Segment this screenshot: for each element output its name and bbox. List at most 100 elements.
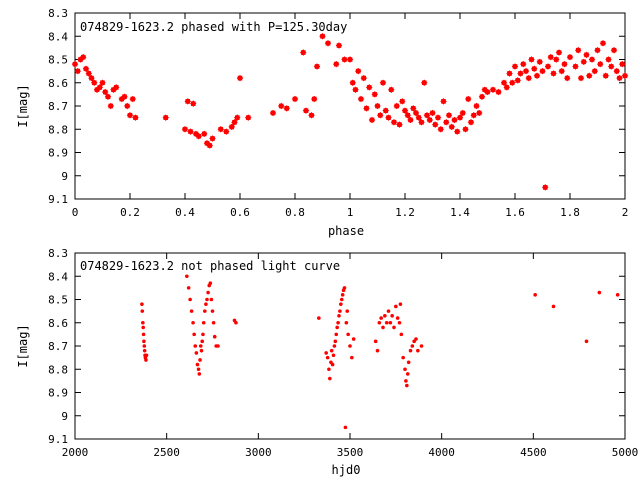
data-point	[342, 286, 347, 290]
data-point	[615, 293, 620, 297]
data-point	[511, 63, 519, 70]
data-point	[429, 109, 436, 117]
data-point	[426, 116, 434, 124]
data-point	[558, 67, 566, 75]
x-tick-label: 4500	[520, 446, 547, 459]
data-point	[211, 320, 216, 325]
data-point	[189, 309, 194, 313]
data-point	[360, 74, 368, 82]
y-tick-label: 8.3	[48, 7, 68, 20]
data-point	[204, 302, 208, 306]
data-point	[140, 302, 144, 306]
data-point	[132, 114, 139, 121]
data-point	[555, 49, 563, 56]
data-point	[563, 74, 571, 82]
y-tick-label: 9.1	[48, 193, 68, 206]
data-point	[71, 60, 79, 68]
data-point	[462, 125, 469, 133]
data-point	[605, 56, 612, 63]
data-point	[325, 355, 330, 360]
x-tick-label: 1.4	[450, 206, 470, 219]
data-point	[533, 72, 541, 80]
data-point	[233, 114, 241, 121]
data-point	[217, 125, 225, 133]
data-point	[142, 344, 147, 348]
data-point	[299, 49, 307, 56]
x-tick-label: 1	[347, 206, 354, 219]
data-point	[141, 325, 145, 330]
data-point	[440, 98, 447, 105]
data-point	[384, 320, 389, 325]
data-point	[196, 367, 201, 372]
y-tick-label: 8.7	[48, 340, 68, 353]
data-point	[283, 105, 291, 112]
data-point	[419, 344, 424, 348]
data-point	[467, 119, 475, 126]
data-point	[398, 98, 406, 105]
data-point	[407, 116, 414, 124]
data-point	[101, 88, 109, 96]
x-tick-label: 2000	[62, 446, 89, 459]
data-point	[390, 119, 398, 126]
data-point	[346, 332, 350, 337]
data-point	[74, 67, 82, 75]
data-point	[388, 320, 393, 325]
data-point	[405, 383, 409, 388]
data-point	[191, 320, 195, 325]
data-point	[330, 362, 335, 367]
x-tick-label: 1.8	[560, 206, 580, 219]
data-point	[596, 60, 604, 68]
data-point	[332, 344, 337, 348]
x-tick-label: 0	[72, 206, 79, 219]
data-point	[599, 39, 607, 47]
data-point	[395, 316, 400, 320]
data-point	[434, 114, 442, 121]
x-tick-label: 0.8	[285, 206, 305, 219]
data-point	[453, 128, 461, 135]
data-point	[574, 46, 582, 54]
data-point	[379, 316, 383, 320]
data-point	[404, 379, 408, 383]
data-point	[203, 309, 207, 313]
data-point	[129, 95, 137, 103]
data-point	[85, 70, 93, 77]
x-tick-label: 1.2	[395, 206, 415, 219]
y-tick-label: 8.4	[48, 270, 68, 283]
data-point	[201, 320, 206, 325]
data-point	[522, 67, 530, 75]
data-point	[525, 74, 533, 82]
data-point	[506, 70, 513, 77]
data-point	[577, 74, 585, 82]
y-tick-label: 8.9	[48, 387, 68, 400]
data-point	[329, 348, 334, 353]
data-point	[456, 114, 464, 121]
data-point	[377, 320, 382, 325]
data-point	[382, 107, 390, 114]
data-point	[188, 297, 192, 302]
data-point	[346, 56, 354, 63]
data-point	[401, 107, 409, 114]
data-point	[208, 281, 213, 286]
phased-chart: 0 0.2 0.4 0.6 0.8 1 1.2 1.4 1.6 1.8 2 8.3 8.4 8.5 8.6…	[16, 7, 628, 238]
y-tick-label: 8.7	[48, 100, 68, 113]
data-point	[351, 337, 356, 341]
data-point	[222, 128, 230, 135]
data-point	[339, 302, 343, 306]
data-point	[195, 362, 200, 367]
data-point	[141, 332, 146, 337]
data-point	[588, 56, 596, 63]
phased-y-axis-label: I[mag]	[16, 84, 30, 127]
data-point	[551, 304, 556, 309]
data-point	[386, 309, 391, 313]
data-point	[431, 121, 439, 128]
data-point	[197, 372, 202, 376]
data-point	[550, 70, 557, 77]
data-point	[390, 313, 394, 318]
data-point	[335, 42, 343, 49]
data-point	[406, 360, 411, 365]
x-tick-label: 3000	[245, 446, 272, 459]
data-point	[409, 105, 417, 112]
data-point	[383, 313, 387, 318]
data-point	[205, 297, 209, 302]
unphased-chart: 2000 2500 3000 3500 4000 4500 5000 8.38.48.58.…	[16, 247, 638, 477]
